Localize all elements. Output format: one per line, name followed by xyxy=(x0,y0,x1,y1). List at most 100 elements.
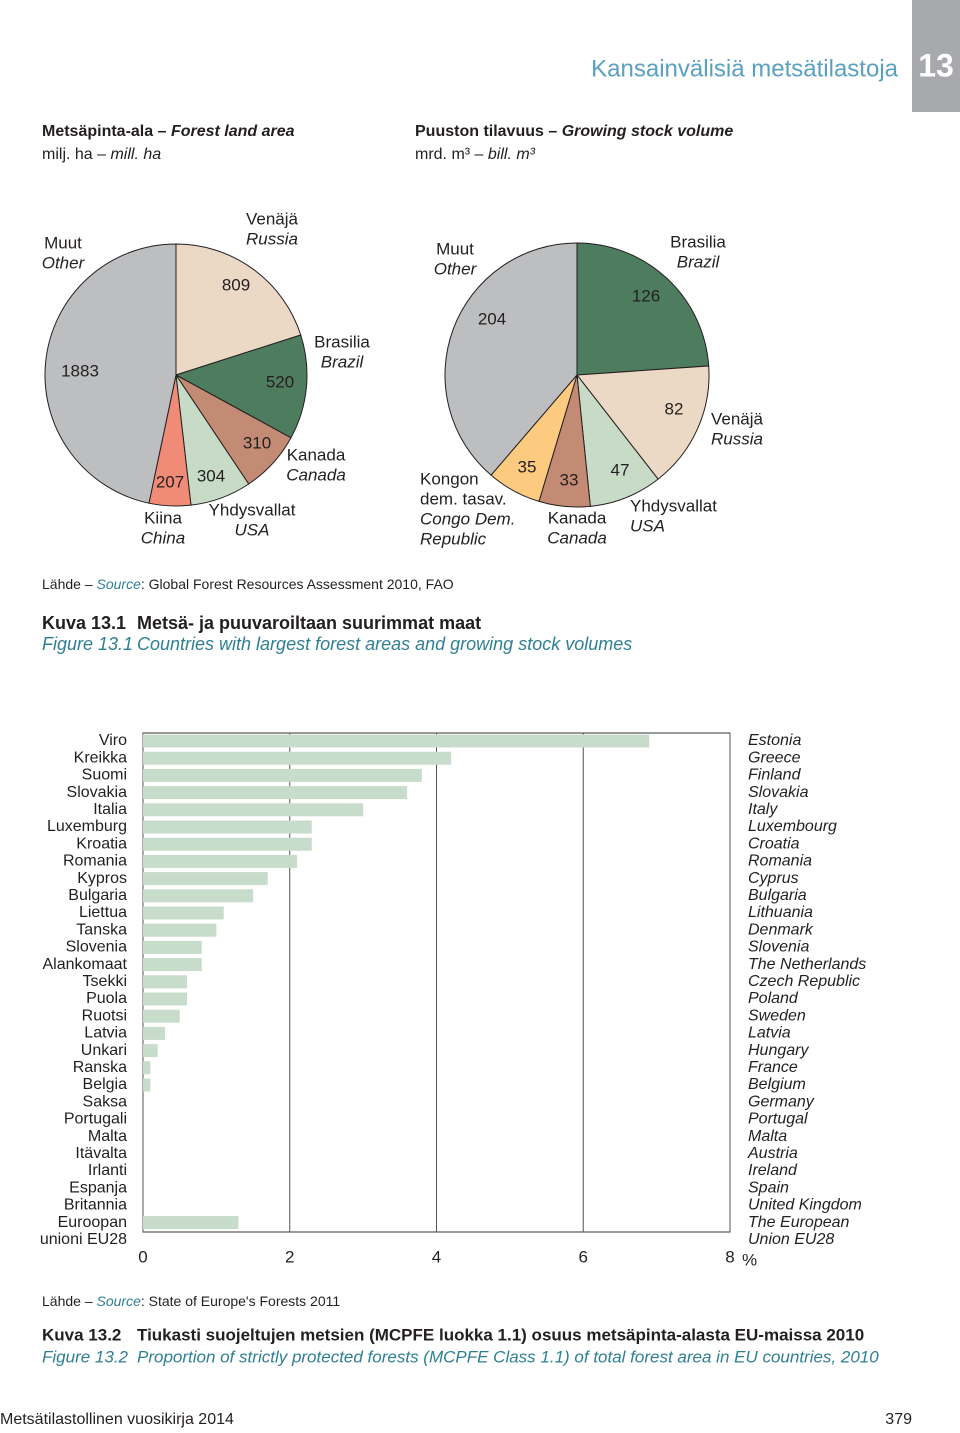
caption-number: Kuva 13.2 xyxy=(42,1325,121,1344)
unit-fi: milj. ha – xyxy=(42,146,110,163)
category-label-en: Belgium xyxy=(748,1076,806,1093)
category-label-en: Slovakia xyxy=(748,784,809,801)
category-label-en: Austria xyxy=(747,1145,798,1162)
slice-label-en: Canada xyxy=(547,528,607,547)
chapter-box xyxy=(912,0,960,112)
category-label: Irlanti xyxy=(88,1162,127,1179)
category-label-en: Bulgaria xyxy=(748,887,807,904)
category-label-en: Germany xyxy=(748,1093,815,1110)
slice-value: 207 xyxy=(156,472,184,491)
unit-fi: mrd. m³ – xyxy=(415,146,488,163)
category-label: Romania xyxy=(63,853,127,870)
bar xyxy=(143,889,254,903)
unit-en: mill. ha xyxy=(110,146,161,163)
category-label: Kroatia xyxy=(76,835,127,852)
x-tick-label: 0 xyxy=(138,1247,147,1266)
source-text: : State of Europe's Forests 2011 xyxy=(141,1293,341,1309)
category-label-en: Luxembourg xyxy=(748,818,837,835)
slice-label: Yhdysvallat xyxy=(630,496,717,515)
category-label: Italia xyxy=(93,801,127,818)
caption-number: Kuva 13.1 xyxy=(42,613,126,633)
slice-label-en: Russia xyxy=(246,229,298,248)
bar xyxy=(143,768,422,782)
slice-label: dem. tasav. xyxy=(420,489,507,508)
category-label-en: Poland xyxy=(748,990,799,1007)
pie-slice xyxy=(444,242,578,476)
title-en: Growing stock volume xyxy=(562,123,734,140)
category-label: Euroopan xyxy=(58,1214,127,1231)
bar xyxy=(143,906,224,920)
category-label: Tanska xyxy=(76,921,127,938)
category-label: Slovakia xyxy=(67,784,128,801)
category-label-en: Ireland xyxy=(748,1162,798,1179)
category-label-en: Croatia xyxy=(748,835,800,852)
pie-subtitle: mrd. m³ – bill. m³ xyxy=(415,146,536,163)
source-en: Source xyxy=(97,1293,142,1309)
slice-value: 304 xyxy=(197,466,225,485)
caption-text-en: Proportion of strictly protected forests… xyxy=(137,1347,879,1366)
category-label-en: Italy xyxy=(748,801,778,818)
category-label: Portugali xyxy=(64,1111,127,1128)
caption-number-en: Figure 13.1 xyxy=(42,634,133,654)
pie-slice xyxy=(576,365,710,480)
pie-title: Metsäpinta-ala – Forest land area xyxy=(42,123,295,140)
slice-label-en: Other xyxy=(42,253,86,272)
category-label: Tsekki xyxy=(83,973,127,990)
category-label: unioni EU28 xyxy=(40,1231,127,1248)
slice-label: Kiina xyxy=(144,508,182,527)
category-label: Bulgaria xyxy=(68,887,127,904)
title-fi: Puuston tilavuus – xyxy=(415,123,562,140)
source: Lähde – Source: Global Forest Resources … xyxy=(42,576,454,592)
category-label-en: Latvia xyxy=(748,1025,791,1042)
pie-title: Puuston tilavuus – Growing stock volume xyxy=(415,123,733,140)
header-title: Kansainvälisiä metsätilastoja xyxy=(591,55,898,82)
category-label: Britannia xyxy=(64,1197,127,1214)
slice-label-en: USA xyxy=(630,516,665,535)
slice-label: Muut xyxy=(44,233,82,252)
category-label-en: Spain xyxy=(748,1179,789,1196)
source-fi: Lähde – xyxy=(42,1293,97,1309)
footer-title: Metsätilastollinen vuosikirja 2014 xyxy=(0,1411,234,1428)
category-label-en: Union EU28 xyxy=(748,1231,834,1248)
slice-label: Yhdysvallat xyxy=(209,500,296,519)
slice-value: 204 xyxy=(478,309,506,328)
pie-slice xyxy=(175,243,302,376)
source-en: Source xyxy=(97,576,142,592)
pie-slice xyxy=(576,242,710,376)
slice-label-en: Congo Dem. xyxy=(420,509,515,528)
bar xyxy=(143,1026,166,1040)
slice-value: 126 xyxy=(632,286,660,305)
bar xyxy=(143,803,364,817)
slice-value: 520 xyxy=(266,372,294,391)
category-label: Ranska xyxy=(73,1059,127,1076)
category-label: Puola xyxy=(86,990,127,1007)
source-fi: Lähde – xyxy=(42,576,97,592)
category-label: Itävalta xyxy=(75,1145,127,1162)
title-fi: Metsäpinta-ala – xyxy=(42,123,171,140)
category-label: Kypros xyxy=(77,870,127,887)
category-label-en: Slovenia xyxy=(748,939,809,956)
bar xyxy=(143,734,650,748)
slice-value: 82 xyxy=(665,399,684,418)
pie-slice xyxy=(174,334,308,439)
bar xyxy=(143,975,188,989)
category-label-en: Czech Republic xyxy=(748,973,860,990)
category-label: Luxemburg xyxy=(47,818,127,835)
category-label-en: The Netherlands xyxy=(748,956,866,973)
slice-label: Brasilia xyxy=(670,232,726,251)
slice-value: 1883 xyxy=(61,361,99,380)
category-label: Kreikka xyxy=(74,749,127,766)
slice-label-en: Russia xyxy=(711,429,763,448)
category-label-en: Malta xyxy=(748,1128,787,1145)
slice-label: Venäjä xyxy=(246,209,299,228)
category-label-en: Sweden xyxy=(748,1007,806,1024)
category-label: Alankomaat xyxy=(43,956,128,973)
bar xyxy=(143,786,408,800)
slice-label-en: Brazil xyxy=(677,252,721,271)
category-label: Espanja xyxy=(69,1179,127,1196)
bar xyxy=(143,1009,180,1023)
bar xyxy=(143,1061,151,1075)
category-label-en: United Kingdom xyxy=(748,1197,862,1214)
slice-label-en: Republic xyxy=(420,529,487,548)
